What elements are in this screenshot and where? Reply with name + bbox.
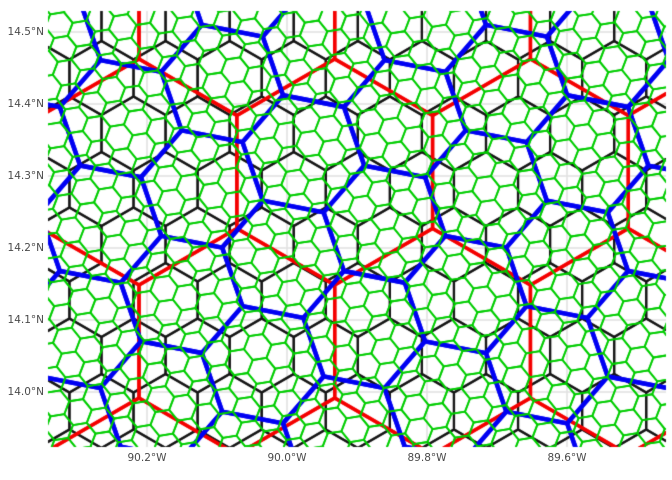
y-tick-label: 14.1°N [7, 314, 44, 326]
x-tick-label: 90.2°W [127, 452, 167, 464]
y-tick-label: 14.5°N [7, 26, 44, 38]
x-tick-label: 89.8°W [407, 452, 447, 464]
y-tick-label: 14.0°N [7, 386, 44, 398]
x-tick-label: 89.6°W [547, 452, 587, 464]
y-tick-label: 14.4°N [7, 98, 44, 110]
x-tick-label: 90.0°W [267, 452, 307, 464]
y-tick-label: 14.2°N [7, 242, 44, 254]
y-tick-label: 14.3°N [7, 170, 44, 182]
